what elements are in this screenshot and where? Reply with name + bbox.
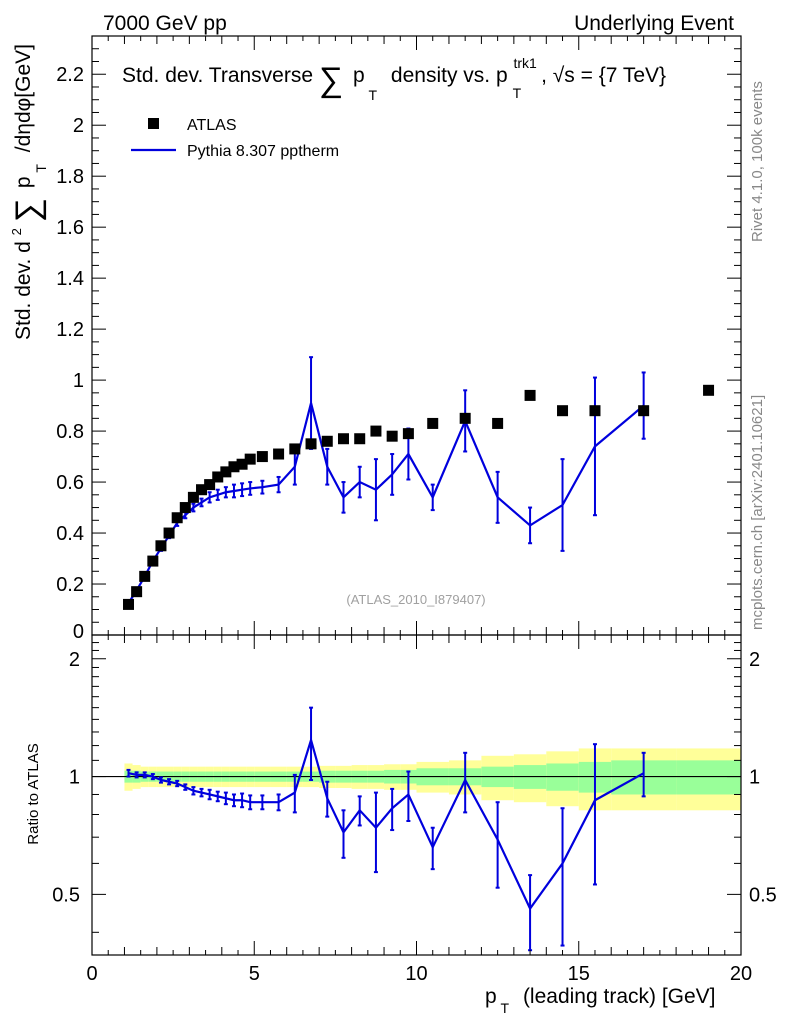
atlas-point	[638, 405, 650, 417]
atlas-point	[220, 466, 232, 478]
atlas-point	[256, 451, 268, 463]
mcplots-label: mcplots.cern.ch [arXiv:2401.10621]	[749, 395, 766, 630]
ratio-tick-label-right: 2	[749, 649, 760, 671]
atlas-point	[321, 435, 333, 447]
legend: ATLAS Pythia 8.307 pptherm	[131, 117, 339, 160]
atlas-point	[459, 412, 471, 424]
atlas-point	[386, 430, 398, 442]
pythia-line	[127, 402, 645, 604]
x-tick-label: 10	[405, 963, 427, 985]
atlas-point	[402, 428, 414, 440]
legend-label-pythia: Pythia 8.307 pptherm	[187, 143, 339, 160]
atlas-point	[427, 417, 439, 429]
atlas-point	[179, 502, 191, 514]
y-tick-label: 1.2	[56, 319, 84, 341]
ratio-tick-label-right: 0.5	[749, 884, 777, 906]
x-tick-label: 5	[249, 963, 260, 985]
y-tick-label: 0.2	[56, 574, 84, 596]
header-right: Underlying Event	[574, 12, 734, 35]
atlas-point	[163, 527, 175, 539]
ratio-tick-label-left: 2	[69, 649, 80, 671]
y-tick-label: 1.6	[56, 217, 84, 239]
atlas-point	[196, 484, 208, 496]
header-left: 7000 GeV pp	[103, 12, 227, 35]
atlas-point	[147, 555, 159, 567]
chart-title: Std. dev. Transverse ∑ p T density vs. p…	[122, 50, 666, 105]
axes	[91, 35, 742, 956]
atlas-point	[212, 471, 224, 483]
ratio-tick-label-left: 1	[69, 767, 80, 789]
atlas-point	[204, 479, 216, 491]
atlas-point	[139, 570, 151, 582]
atlas-point	[244, 453, 256, 465]
y-tick-label: 2.2	[56, 64, 84, 86]
atlas-point	[589, 405, 601, 417]
ratio-band-stat	[676, 760, 741, 795]
ratio-y-axis-label: Ratio to ATLAS	[25, 743, 42, 844]
tick-labels: 0 5 10 15 20 0.2 0.4 0.6 0.8 1 1.2 1.4 1.6 1.8 2 2.2 0 0.…	[52, 64, 777, 985]
analysis-watermark: (ATLAS_2010_I879407)	[346, 592, 485, 607]
y-tick-label: 1	[73, 370, 84, 392]
atlas-point	[370, 425, 382, 437]
atlas-point	[228, 461, 240, 473]
atlas-point	[337, 433, 349, 445]
atlas-point	[123, 598, 135, 610]
atlas-point	[273, 448, 285, 460]
x-tick-label: 20	[730, 963, 752, 985]
y-axis-label: Std. dev. d 2 ∑ p T /dηdφ[GeV]	[3, 44, 51, 340]
atlas-point	[187, 491, 199, 503]
y-tick-label-zero: 0	[73, 621, 84, 643]
legend-marker-atlas	[148, 118, 159, 129]
atlas-points	[123, 384, 715, 610]
y-tick-label: 1.8	[56, 166, 84, 188]
x-tick-label: 15	[568, 963, 590, 985]
atlas-point	[155, 540, 167, 552]
y-tick-label: 1.4	[56, 268, 84, 290]
atlas-point	[354, 433, 366, 445]
y-tick-label: 0.8	[56, 421, 84, 443]
x-axis-label: p T (leading track) [GeV]	[485, 985, 716, 1018]
x-tick-label: 0	[86, 963, 97, 985]
ratio-series	[126, 706, 646, 952]
atlas-point	[492, 417, 504, 429]
ratio-tick-label-left: 0.5	[52, 884, 80, 906]
atlas-point	[131, 586, 143, 598]
atlas-point	[305, 438, 317, 450]
atlas-point	[557, 405, 569, 417]
atlas-point	[171, 512, 183, 524]
atlas-point	[289, 443, 301, 455]
atlas-point	[703, 384, 715, 396]
atlas-point	[236, 458, 248, 470]
ratio-tick-label-right: 1	[749, 767, 760, 789]
atlas-point	[524, 389, 536, 401]
y-tick-label: 0.4	[56, 523, 84, 545]
svg-text:Std. dev. d 2 ∑: Std. dev. d 2 ∑ p T /dηdφ[GeV]	[3, 44, 51, 340]
rivet-label: Rivet 4.1.0, 100k events	[749, 81, 766, 242]
y-tick-label: 2	[73, 115, 84, 137]
y-tick-label: 0.6	[56, 472, 84, 494]
legend-label-atlas: ATLAS	[187, 117, 237, 134]
